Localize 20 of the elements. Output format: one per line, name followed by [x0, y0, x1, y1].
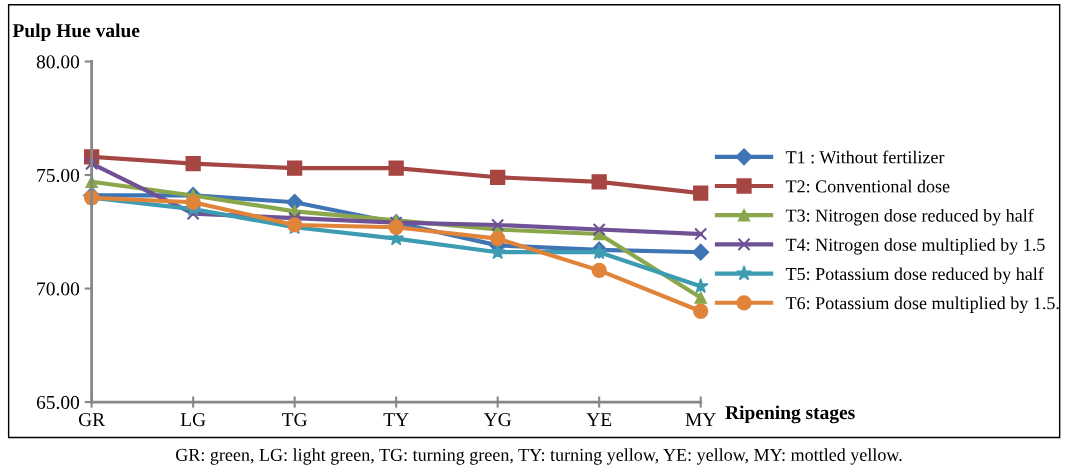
x-tick-label: GR	[78, 413, 106, 427]
legend-label: T1 : Without fertilizer	[785, 150, 945, 164]
y-tick-label: 65.00	[36, 395, 80, 410]
x-tick-label: MY	[685, 413, 716, 426]
x-axis-title: Ripening stages	[725, 405, 855, 424]
x-tick-label: YE	[586, 413, 612, 426]
legend-label: T6: Potassium dose multiplied by 1.5.	[785, 296, 1059, 313]
legend-label: T4: Nitrogen dose multiplied by 1.5	[785, 238, 1045, 255]
x-tick-label: TY	[383, 413, 409, 426]
y-tick-label: 75.00	[37, 168, 80, 183]
y-axis-title: Pulp Hue value	[12, 23, 140, 42]
legend-label: T3: Nitrogen dose reduced by half	[785, 208, 1034, 226]
x-tick-label: TG	[282, 413, 308, 427]
legend-label: T2: Conventional dose	[785, 179, 950, 193]
legend-label: T5: Potassium dose reduced by half	[785, 267, 1044, 284]
y-tick-label: 70.00	[37, 282, 80, 296]
y-tick-label: 80.00	[36, 55, 80, 69]
x-tick-label: YG	[483, 413, 512, 427]
text: GR: green, LG: light green, TG: turning green, TY: turning yellow, YE: yellow, MY: mottled yellow.	[175, 448, 902, 465]
x-tick-label: LG	[180, 413, 206, 427]
